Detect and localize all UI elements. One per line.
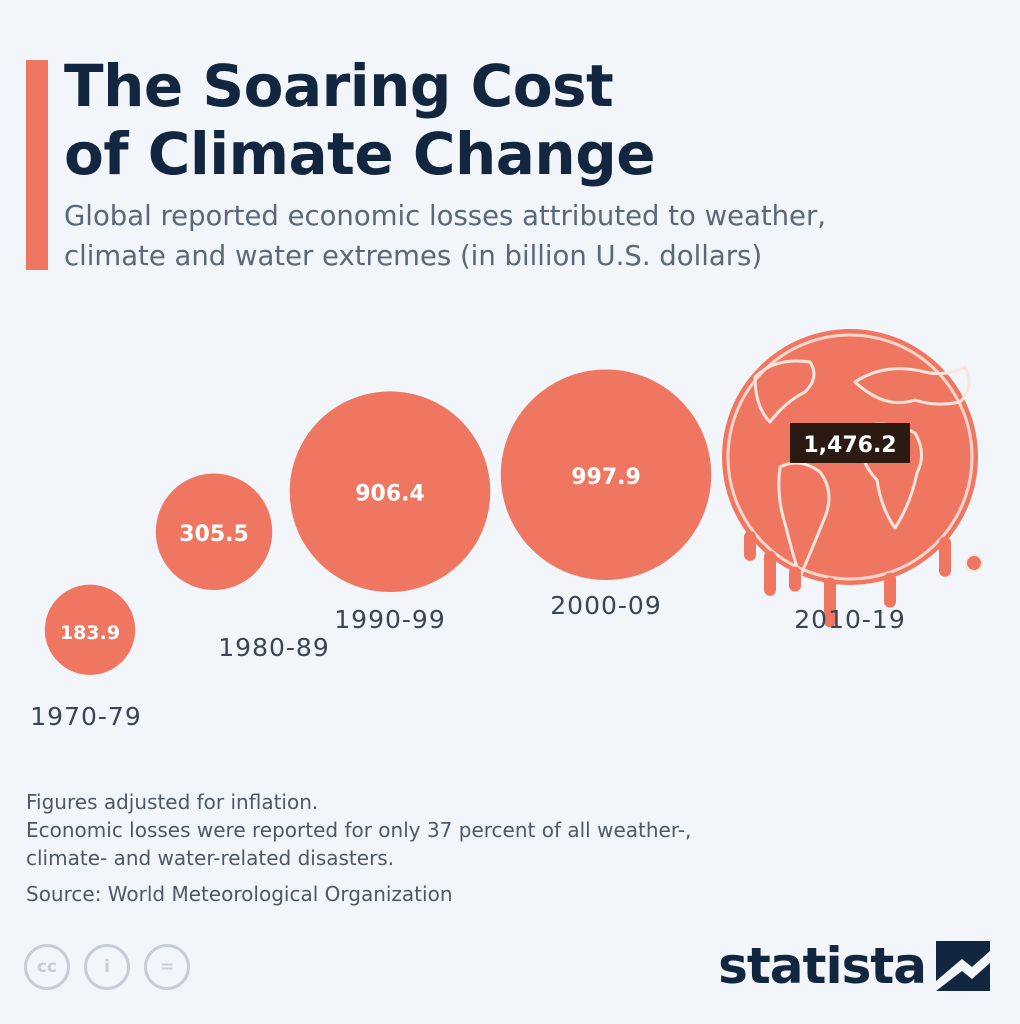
category-label-1970-79: 1970-79 bbox=[30, 702, 141, 731]
footer-note-2: Economic losses were reported for only 3… bbox=[26, 818, 692, 842]
chart-title: The Soaring Cost of Climate Change bbox=[64, 52, 656, 188]
footer-note-3: climate- and water-related disasters. bbox=[26, 846, 395, 870]
source-note: Source: World Meteorological Organizatio… bbox=[26, 882, 453, 906]
bubble-2000-09 bbox=[500, 369, 712, 580]
category-label-2010-19: 2010-19 bbox=[794, 605, 905, 634]
globe-drip-5 bbox=[884, 572, 896, 608]
cc-icon[interactable]: cc bbox=[24, 944, 70, 990]
accent-bar bbox=[26, 60, 48, 270]
chart-subtitle-line-2: climate and water extremes (in billion U… bbox=[64, 240, 763, 272]
bubble-chart: 183.9 1970-79 305.5 1980-89 906.4 1990-99 997.… bbox=[30, 329, 983, 731]
category-label-1980-89: 1980-89 bbox=[218, 633, 329, 662]
globe-drip-1 bbox=[744, 530, 756, 561]
value-label-2010-19: 1,476.2 bbox=[803, 433, 896, 458]
value-label-highlight-bg bbox=[790, 423, 910, 463]
statista-logo-text: statista bbox=[718, 937, 927, 995]
category-label-1990-99: 1990-99 bbox=[334, 605, 445, 634]
footer-note-1: Figures adjusted for inflation. bbox=[26, 790, 319, 814]
footer-notes: Figures adjusted for inflation. Economic… bbox=[26, 788, 691, 908]
globe-continent-1 bbox=[777, 461, 831, 579]
license-icons: cc i = bbox=[24, 944, 190, 990]
globe-outline bbox=[726, 333, 974, 581]
value-label-1980-89: 305.5 bbox=[179, 522, 249, 547]
bubble-1990-99 bbox=[289, 391, 491, 592]
statista-logo[interactable]: statista bbox=[718, 936, 990, 996]
chart-title-line-1: The Soaring Cost bbox=[64, 52, 614, 120]
value-label-1990-99: 906.4 bbox=[355, 482, 425, 507]
globe-drip-6 bbox=[939, 536, 951, 577]
statista-logo-icon bbox=[936, 941, 990, 991]
globe-drip-2 bbox=[764, 550, 776, 596]
globe-continents-icon bbox=[753, 359, 971, 579]
globe-drip-4 bbox=[824, 577, 836, 628]
by-icon[interactable]: i bbox=[84, 944, 130, 990]
nd-icon[interactable]: = bbox=[144, 944, 190, 990]
bubble-group: 183.9 1970-79 305.5 1980-89 906.4 1990-99 997.… bbox=[30, 329, 983, 731]
chart-title-line-2: of Climate Change bbox=[64, 120, 656, 188]
globe-continent-3 bbox=[853, 365, 971, 406]
value-label-1970-79: 183.9 bbox=[60, 622, 120, 644]
value-label-2000-09: 997.9 bbox=[571, 465, 641, 490]
bubble-1980-89 bbox=[155, 473, 273, 590]
bubble-1970-79 bbox=[44, 584, 136, 676]
globe-droplet bbox=[965, 554, 983, 572]
chart-subtitle: Global reported economic losses attribut… bbox=[64, 196, 826, 276]
globe-drip-3 bbox=[789, 566, 801, 592]
globe-continent-4 bbox=[753, 359, 816, 424]
globe-continent-2 bbox=[858, 422, 923, 530]
chart-subtitle-line-1: Global reported economic losses attribut… bbox=[64, 200, 827, 232]
category-label-2000-09: 2000-09 bbox=[550, 591, 661, 620]
